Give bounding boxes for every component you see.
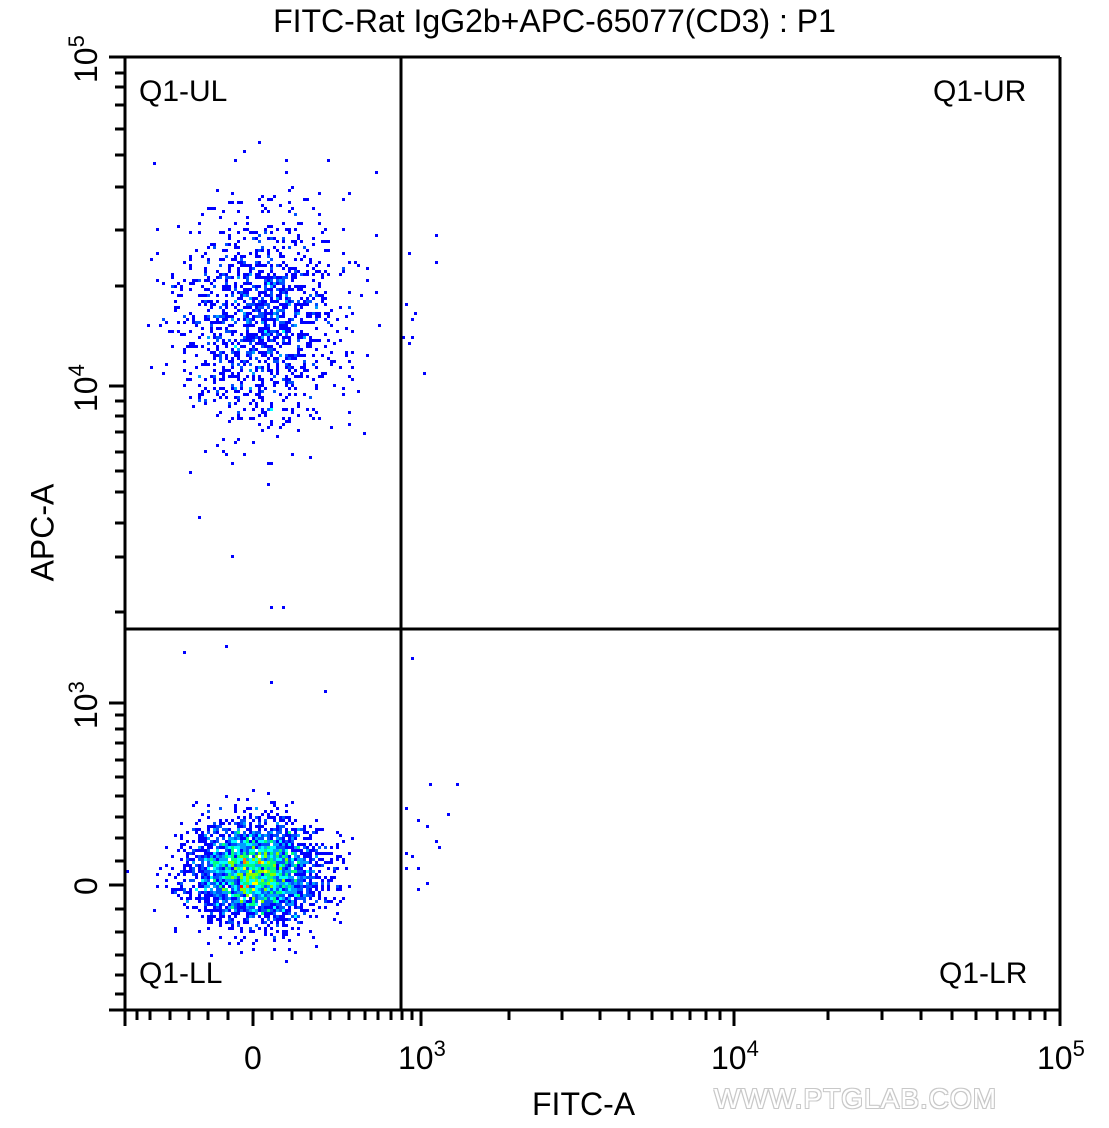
quadrant-label-ul: Q1-UL <box>139 75 228 108</box>
quadrant-label-ll: Q1-LL <box>139 957 223 990</box>
y-axis-label: APC-A <box>24 483 61 582</box>
tick-label: 0 <box>68 877 104 895</box>
tick-label: 105 <box>64 35 104 83</box>
tick-label: 0 <box>244 1040 262 1076</box>
tick-label: 104 <box>64 364 104 412</box>
x-axis-ticks <box>135 1010 1062 1026</box>
tick-label: 104 <box>711 1036 759 1076</box>
quadrant-label-ur: Q1-UR <box>933 75 1027 108</box>
chart-title: FITC-Rat IgG2b+APC-65077(CD3) : P1 <box>273 3 836 39</box>
event-dots <box>126 141 459 963</box>
x-axis-label: FITC-A <box>532 1086 636 1122</box>
quadrant-gate[interactable] <box>125 57 1060 1010</box>
y-axis-ticks <box>109 55 125 996</box>
tick-label: 103 <box>398 1036 446 1076</box>
tick-label: 105 <box>1037 1036 1085 1076</box>
quadrant-label-lr: Q1-LR <box>939 957 1028 990</box>
tick-label: 103 <box>64 681 104 729</box>
watermark: WWW.PTGLAB.COM <box>714 1083 998 1114</box>
plot-frame <box>109 55 1062 1026</box>
